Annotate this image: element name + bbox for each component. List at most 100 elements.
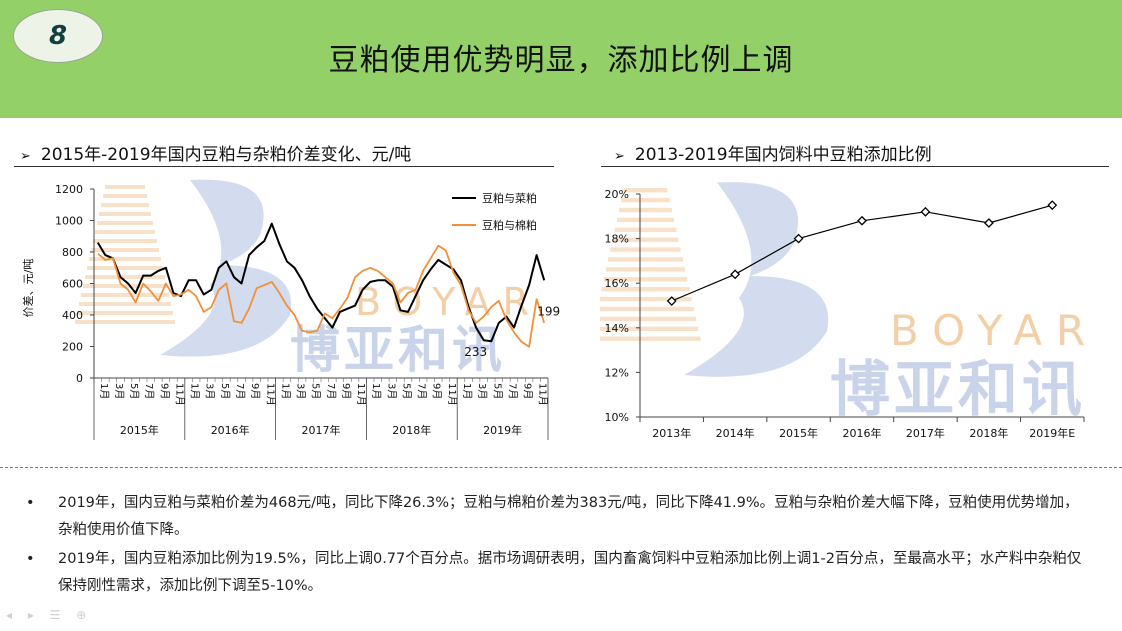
data-point-diamond: [858, 217, 866, 225]
watermark-stripe: [101, 203, 149, 207]
y-axis-label: 价差、元/吨: [21, 259, 35, 318]
watermark-stripe: [95, 230, 155, 234]
right-section-rule: [601, 166, 1109, 167]
arrow-icon: ➢: [614, 149, 625, 164]
month-tick-label: 9月: [431, 383, 443, 399]
watermark-latin: BOYAR: [355, 280, 541, 324]
bullet-item: • 2019年，国内豆粕添加比例为19.5%，同比上调0.77个百分点。据市场调研…: [26, 546, 1086, 600]
legend-label: 豆粕与棉粕: [482, 218, 537, 232]
watermark-stripe: [99, 212, 151, 216]
month-tick-label: 5月: [219, 383, 231, 399]
year-label: 2015年: [120, 423, 159, 437]
x-tick-label: 2017年: [906, 426, 945, 440]
watermark-bird: [160, 180, 291, 357]
month-tick-label: 1月: [279, 383, 291, 399]
x-tick-label: 2016年: [843, 426, 882, 440]
month-tick-label: 1月: [189, 383, 201, 399]
watermark-stripe: [600, 307, 694, 311]
month-tick-label: 5月: [400, 383, 412, 399]
data-label: 233: [464, 345, 487, 359]
y-tick-label: 1200: [55, 183, 83, 196]
page-title: 豆粕使用优势明显，添加比例上调: [0, 35, 1122, 79]
watermark-stripe: [85, 275, 165, 279]
watermark-stripe: [105, 185, 145, 189]
month-tick-label: 7月: [325, 383, 337, 399]
right-section-title: ➢ 2013-2019年国内饲料中豆粕添加比例: [614, 140, 932, 165]
month-tick-label: 11月: [173, 383, 185, 406]
data-point-diamond: [985, 219, 993, 227]
legend-label: 豆粕与菜粕: [482, 191, 537, 205]
data-label: 199: [537, 304, 560, 318]
soymeal-ratio-chart: BOYAR 博亚和讯 10% 12% 14% 16% 18% 20% 2013年 2014年 2…: [600, 170, 1110, 445]
year-label: 2016年: [211, 423, 250, 437]
y-tick-label: 12%: [605, 366, 629, 379]
watermark-stripe: [608, 257, 683, 261]
watermark-stripe: [75, 320, 175, 324]
month-tick-label: 11月: [537, 383, 549, 406]
month-tick-label: 7月: [416, 383, 428, 399]
data-point-diamond: [1048, 201, 1056, 209]
month-tick-label: 1月: [370, 383, 382, 399]
month-tick-label: 7月: [143, 383, 155, 399]
month-tick-label: 5月: [310, 383, 322, 399]
y-tick-label: 400: [62, 309, 83, 322]
watermark-stripe: [79, 302, 171, 306]
month-tick-label: 9月: [158, 383, 170, 399]
watermark-stripe: [97, 221, 153, 225]
watermark-stripe: [619, 208, 672, 212]
watermark-stripe: [600, 297, 692, 301]
month-tick-label: 3月: [295, 383, 307, 399]
bullet-text: 2019年，国内豆粕添加比例为19.5%，同比上调0.77个百分点。据市场调研表…: [58, 551, 1081, 594]
bullet-text: 2019年，国内豆粕与菜粕价差为468元/吨，同比下降26.3%；豆粕与棉粕价差…: [58, 495, 1079, 538]
month-tick-label: 3月: [113, 383, 125, 399]
bullet-list: • 2019年，国内豆粕与菜粕价差为468元/吨，同比下降26.3%；豆粕与棉粕价…: [26, 490, 1086, 602]
watermark-stripe: [600, 337, 701, 341]
y-tick-label: 600: [62, 278, 83, 291]
month-tick-label: 5月: [491, 383, 503, 399]
y-tick-label: 14%: [605, 322, 629, 335]
watermark-stripe: [89, 257, 161, 261]
watermark-stripe: [87, 266, 163, 270]
watermark-logo: [75, 180, 291, 357]
month-tick-label: 3月: [204, 383, 216, 399]
right-series: [668, 201, 1057, 305]
x-tick-label: 2014年: [716, 426, 755, 440]
x-tick-label: 2018年: [969, 426, 1008, 440]
y-tick-label: 200: [62, 341, 83, 354]
month-tick-label: 3月: [476, 383, 488, 399]
left-section-rule: [14, 166, 554, 167]
year-label: 2017年: [302, 423, 341, 437]
x-tick-label: 2013年: [652, 426, 691, 440]
watermark-stripe: [606, 267, 685, 271]
watermark-stripe: [624, 188, 668, 192]
month-tick-label: 5月: [128, 383, 140, 399]
month-tick-label: 1月: [461, 383, 473, 399]
bullet-dot: •: [26, 546, 35, 573]
watermark-stripe: [77, 311, 173, 315]
month-tick-label: 9月: [249, 383, 261, 399]
y-tick-label: 800: [62, 246, 83, 259]
y-tick-label: 16%: [605, 277, 629, 290]
data-point-diamond: [921, 208, 929, 216]
slide-nav-controls[interactable]: ◂ ▸ ☰ ⊕: [6, 608, 92, 622]
month-tick-label: 9月: [340, 383, 352, 399]
y-tick-label: 1000: [55, 215, 83, 228]
data-point-diamond: [731, 270, 739, 278]
month-tick-label: 9月: [522, 383, 534, 399]
watermark-bird: [684, 182, 828, 377]
y-tick-label: 10%: [605, 411, 629, 424]
watermark-stripe: [600, 317, 696, 321]
y-tick-label: 20%: [605, 188, 629, 201]
watermark-stripe: [93, 239, 157, 243]
x-tick-label: 2019年E: [1029, 426, 1075, 440]
year-label: 2018年: [392, 423, 431, 437]
month-tick-label: 7月: [506, 383, 518, 399]
watermark-stripe: [610, 247, 680, 251]
watermark-logo: [600, 182, 828, 377]
watermark-stripe: [103, 194, 147, 198]
watermark-chinese: 博亚和讯: [830, 355, 1086, 425]
bullet-dot: •: [26, 490, 35, 517]
y-tick-label: 0: [76, 372, 83, 385]
month-tick-label: 11月: [446, 383, 458, 406]
